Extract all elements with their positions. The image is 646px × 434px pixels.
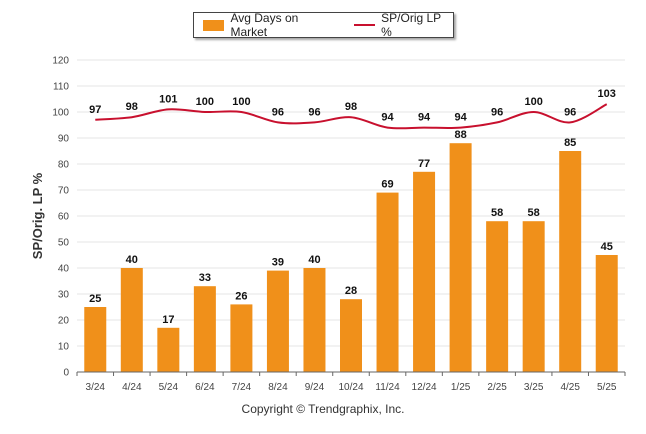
bar-value-label: 40	[308, 254, 320, 266]
line-value-label: 98	[345, 101, 357, 113]
bar-value-label: 33	[199, 272, 211, 284]
legend-bar-swatch	[203, 19, 225, 31]
bar	[84, 307, 107, 372]
y-tick-label: 100	[52, 108, 69, 119]
line-value-label: 100	[524, 96, 542, 108]
x-tick-label: 12/24	[412, 382, 437, 393]
line-value-label: 94	[418, 112, 431, 124]
legend-bar-label: Avg Days on Market	[230, 11, 299, 39]
x-tick-label: 1/25	[451, 382, 471, 393]
x-tick-label: 3/25	[524, 382, 544, 393]
line-value-label: 103	[598, 88, 616, 100]
legend-item-bar: Avg Days on Market	[194, 11, 336, 39]
x-tick-label: 7/24	[232, 382, 252, 393]
y-tick-label: 80	[58, 160, 70, 171]
line-value-label: 96	[308, 106, 320, 118]
bar	[230, 304, 253, 372]
line-value-label: 100	[196, 96, 214, 108]
line-value-label: 96	[564, 106, 576, 118]
x-tick-label: 4/25	[560, 382, 580, 393]
legend-item-line: SP/Orig LP %	[336, 11, 453, 39]
bar-value-label: 58	[528, 207, 540, 219]
axes: 0 10 20 30 40 50 60 70 80 90 100 110 120 3/24 4/24 5/24…	[52, 56, 626, 393]
y-tick-label: 110	[53, 82, 69, 93]
bar-value-label: 88	[454, 129, 466, 141]
line-value-label: 98	[126, 101, 138, 113]
data-labels: 25 40 17 33 26 39 40 28 69 77 88 58 58 85 45 97 98 101 100…	[89, 88, 616, 326]
bar	[486, 221, 509, 372]
bar	[522, 221, 545, 372]
bar	[157, 327, 180, 372]
y-tick-label: 90	[58, 134, 70, 145]
bar-value-label: 17	[162, 314, 174, 326]
bar-value-label: 85	[564, 137, 576, 149]
y-tick-label: 20	[58, 316, 70, 327]
x-tick-label: 8/24	[268, 382, 288, 393]
y-tick-label: 50	[58, 238, 70, 249]
bar-value-label: 45	[601, 241, 613, 253]
x-tick-label: 2/25	[487, 382, 507, 393]
line-value-label: 94	[454, 112, 467, 124]
x-tick-label: 5/24	[159, 382, 179, 393]
y-tick-label: 0	[63, 368, 69, 379]
bar	[340, 299, 362, 372]
x-tick-label: 10/24	[338, 382, 363, 393]
line-value-label: 94	[381, 112, 394, 124]
legend-line-label: SP/Orig LP %	[381, 11, 441, 39]
bar	[595, 255, 618, 372]
legend: Avg Days on Market SP/Orig LP %	[193, 11, 454, 39]
bar-value-label: 58	[491, 207, 503, 219]
bar-value-label: 25	[89, 293, 101, 305]
x-tick-label: 11/24	[375, 382, 400, 393]
bar	[266, 270, 289, 372]
bar	[303, 268, 326, 372]
y-tick-label: 120	[52, 56, 69, 67]
bar-value-label: 40	[126, 254, 138, 266]
bar-value-label: 26	[235, 290, 247, 302]
y-axis-title: SP/Orig. LP %	[30, 172, 45, 259]
y-tick-label: 70	[58, 186, 70, 197]
x-tick-label: 3/24	[86, 382, 106, 393]
line-series	[95, 103, 608, 130]
line-path	[95, 103, 608, 130]
line-value-label: 101	[159, 93, 177, 105]
y-tick-label: 30	[58, 290, 70, 301]
bar-value-label: 77	[418, 158, 430, 170]
bar	[559, 151, 582, 372]
bar	[193, 286, 216, 372]
bar-value-label: 69	[381, 179, 393, 191]
x-tick-label: 9/24	[305, 382, 325, 393]
x-tick-label: 5/25	[597, 382, 617, 393]
bar-series	[84, 143, 618, 372]
bar	[449, 143, 472, 372]
legend-line-swatch	[353, 24, 376, 26]
bar	[413, 171, 436, 372]
line-value-label: 97	[89, 104, 101, 116]
line-value-label: 100	[232, 96, 250, 108]
bar	[376, 192, 399, 372]
bar-value-label: 28	[345, 285, 357, 297]
x-tick-label: 4/24	[122, 382, 142, 393]
line-value-label: 96	[272, 106, 284, 118]
y-tick-label: 40	[58, 264, 70, 275]
line-value-label: 96	[491, 106, 503, 118]
bar-value-label: 39	[272, 257, 284, 269]
copyright-text: Copyright © Trendgraphix, Inc.	[241, 402, 405, 416]
y-tick-label: 60	[58, 212, 70, 223]
bar	[120, 268, 143, 372]
x-tick-label: 6/24	[195, 382, 215, 393]
y-tick-label: 10	[58, 342, 70, 353]
